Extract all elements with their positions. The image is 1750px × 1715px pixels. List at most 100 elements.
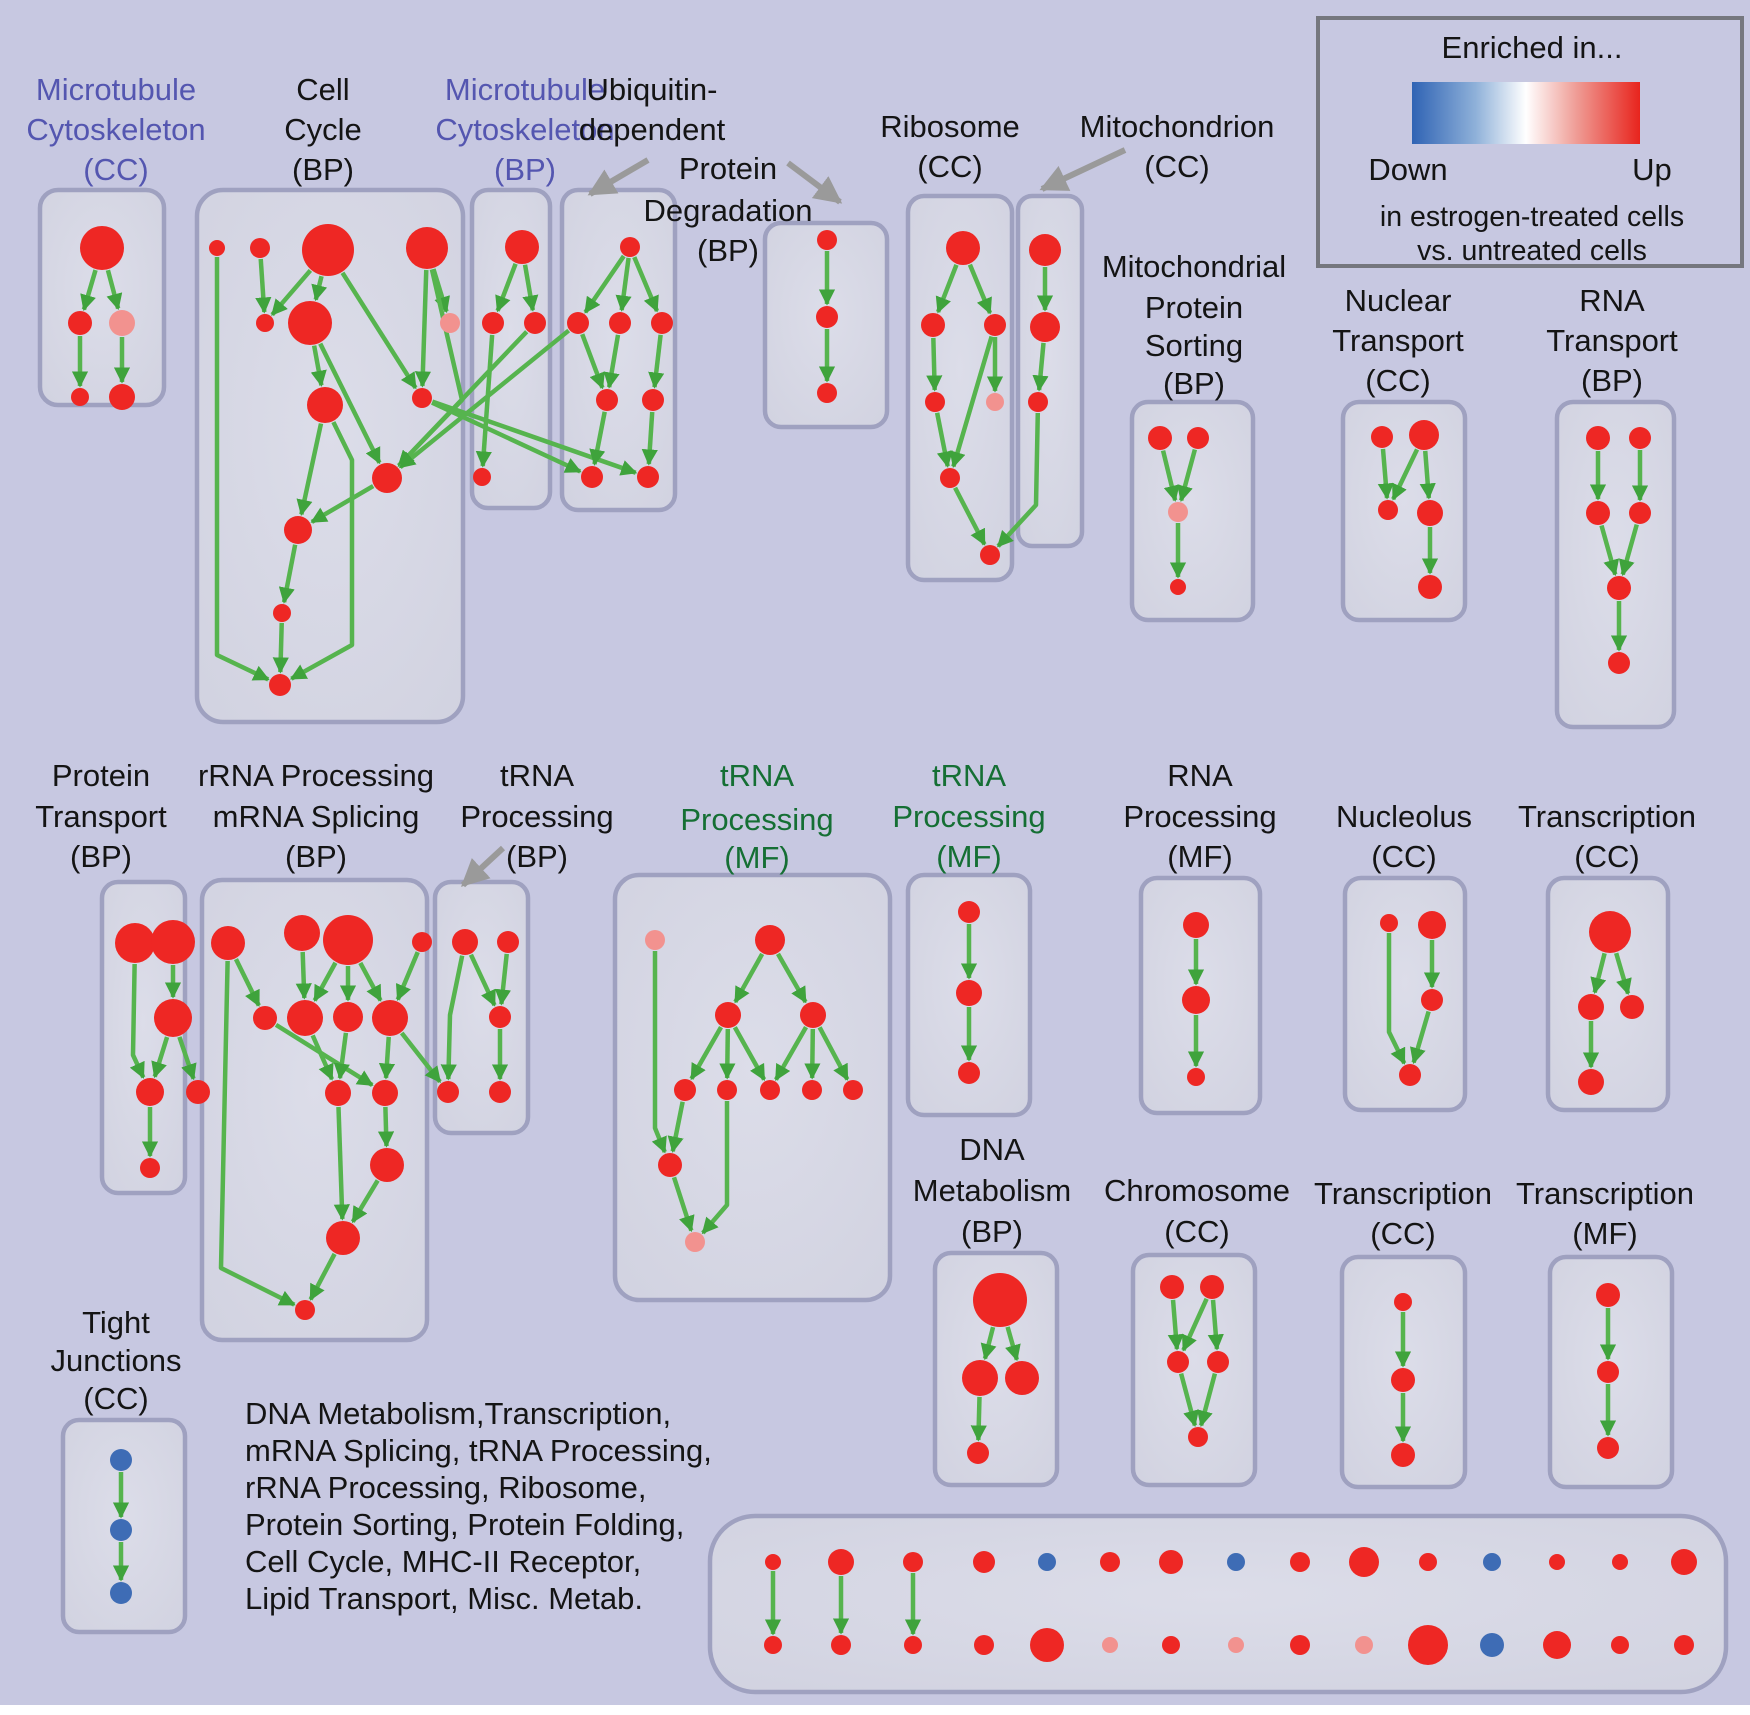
node-b7 [980,545,1000,565]
node-t2 [1030,312,1060,342]
edge-c11-c12 [278,544,298,604]
group-tc3-label: Transcription (CC) [1314,1176,1492,1251]
edge-c6-c8 [310,345,327,387]
node-g9 [658,1153,682,1177]
node-c4 [406,227,448,269]
group-ub1-label-line: Ubiquitin- [587,72,718,107]
node-l3 [1421,989,1443,1011]
group-tc3-label-line: (CC) [1370,1216,1435,1251]
edge-r3-r6 [312,961,338,1002]
group-ub1-label-line: dependent [579,112,726,147]
edge-e2-e3 [1181,1297,1209,1352]
edge-mb3-c10 [397,330,529,468]
edge-r8-r10 [378,1036,396,1080]
node-y8b [1228,1637,1244,1653]
node-r6 [287,1000,323,1036]
edge-u0-u3 [632,256,660,313]
node-u6 [581,466,603,488]
group-mps-label-line: Protein [1145,290,1243,325]
group-rib-label: Ribosome (CC) [880,109,1020,184]
edge-mb1-mb3 [522,264,539,312]
legend-up-label: Up [1632,152,1672,187]
node-w1 [1589,911,1631,953]
node-v1 [817,230,837,250]
group-nt-label-line: (CC) [1365,363,1430,398]
node-c7 [440,313,460,333]
edge-u0-u1 [583,254,626,314]
group-pt-label-line: (BP) [70,839,132,874]
group-mtcc-label-line: Microtubule [36,72,196,107]
node-g10 [685,1232,705,1252]
node-tb1 [452,929,478,955]
node-y6t [1100,1552,1120,1572]
misc-text-line-3: rRNA Processing, Ribosome, [245,1470,646,1505]
node-y10t [1349,1547,1379,1577]
edge-r6-r9 [310,1034,335,1081]
edge-t3-b7 [996,412,1041,548]
group-tc2-label: Transcription (CC) [1518,799,1696,874]
node-p3 [154,999,192,1037]
node-mb4 [473,468,491,486]
group-tc2-box [1545,875,1671,1113]
edge-mb2-mb4 [475,334,495,468]
node-a3 [109,310,135,336]
edge-l1-l4 [1386,933,1407,1065]
group-dm-label: DNA Metabolism (BP) [913,1132,1072,1249]
edge-b4-b6 [934,412,953,468]
node-g6 [760,1080,780,1100]
legend-sub2: vs. untreated cells [1417,235,1647,267]
group-gs-label-line: Processing [892,799,1045,834]
node-y7t [1159,1550,1183,1574]
edge-n2-n3 [1391,448,1420,501]
labels-layer: Microtubule Cytoskeleton (CC) Cell Cycle (BP)… [26,72,1696,1416]
group-tj-label-line: Tight [82,1305,150,1340]
node-r3 [323,915,373,965]
group-ch-label: Chromosome (CC) [1104,1173,1290,1249]
group-pt-label-line: Transport [35,799,167,834]
node-f1 [1394,1293,1412,1311]
node-n5 [1418,575,1442,599]
node-c8 [307,387,343,423]
node-s3 [1168,502,1188,522]
node-b4 [925,392,945,412]
edge-r10-r11 [377,1106,395,1148]
node-k2 [1182,986,1210,1014]
edge-c8-c11 [296,423,324,516]
group-mps-label-line: Mitochondrial [1102,249,1286,284]
node-tb5 [489,1081,511,1103]
node-r5 [253,1006,277,1030]
group-rr-label: rRNA Processing mRNA Splicing (BP) [198,758,434,874]
group-tb-label-line: tRNA [500,758,574,793]
group-tb-label: tRNA Processing (BP) [460,758,613,874]
group-gs-label-line: tRNA [932,758,1006,793]
group-pt-label: Protein Transport (BP) [35,758,167,874]
node-u3 [651,312,673,334]
group-rt-label-line: Transport [1546,323,1678,358]
node-y3b [904,1636,922,1654]
label-callout-arrow-1 [587,157,650,197]
callout-arrows-layer [460,147,1127,888]
node-h2 [956,980,982,1006]
node-d2 [962,1360,998,1396]
node-c2 [250,238,270,258]
edge-w1-w3 [1614,952,1632,996]
group-mit-box [1015,193,1085,549]
group-rr-label-line: mRNA Splicing [213,799,420,834]
group-mtbp-label: Microtubule Cytoskeleton (BP) [435,72,614,187]
edge-r2-r6 [295,951,312,1000]
edge-q4-q5 [1618,523,1639,577]
node-z3 [1597,1437,1619,1459]
node-r0 [186,1080,210,1104]
node-g1 [755,925,785,955]
edge-tb1-tb4 [440,955,465,1081]
node-q5 [1607,576,1631,600]
node-y4b [974,1635,994,1655]
node-c5 [256,314,274,332]
node-mb2 [482,312,504,334]
node-h1 [958,901,980,923]
node-g4 [674,1079,696,1101]
edge-q3-q5 [1599,524,1620,577]
edge-e1-e3 [1167,1299,1184,1351]
node-f2 [1391,1368,1415,1392]
misc-text-line-2: mRNA Splicing, tRNA Processing, [245,1433,712,1468]
